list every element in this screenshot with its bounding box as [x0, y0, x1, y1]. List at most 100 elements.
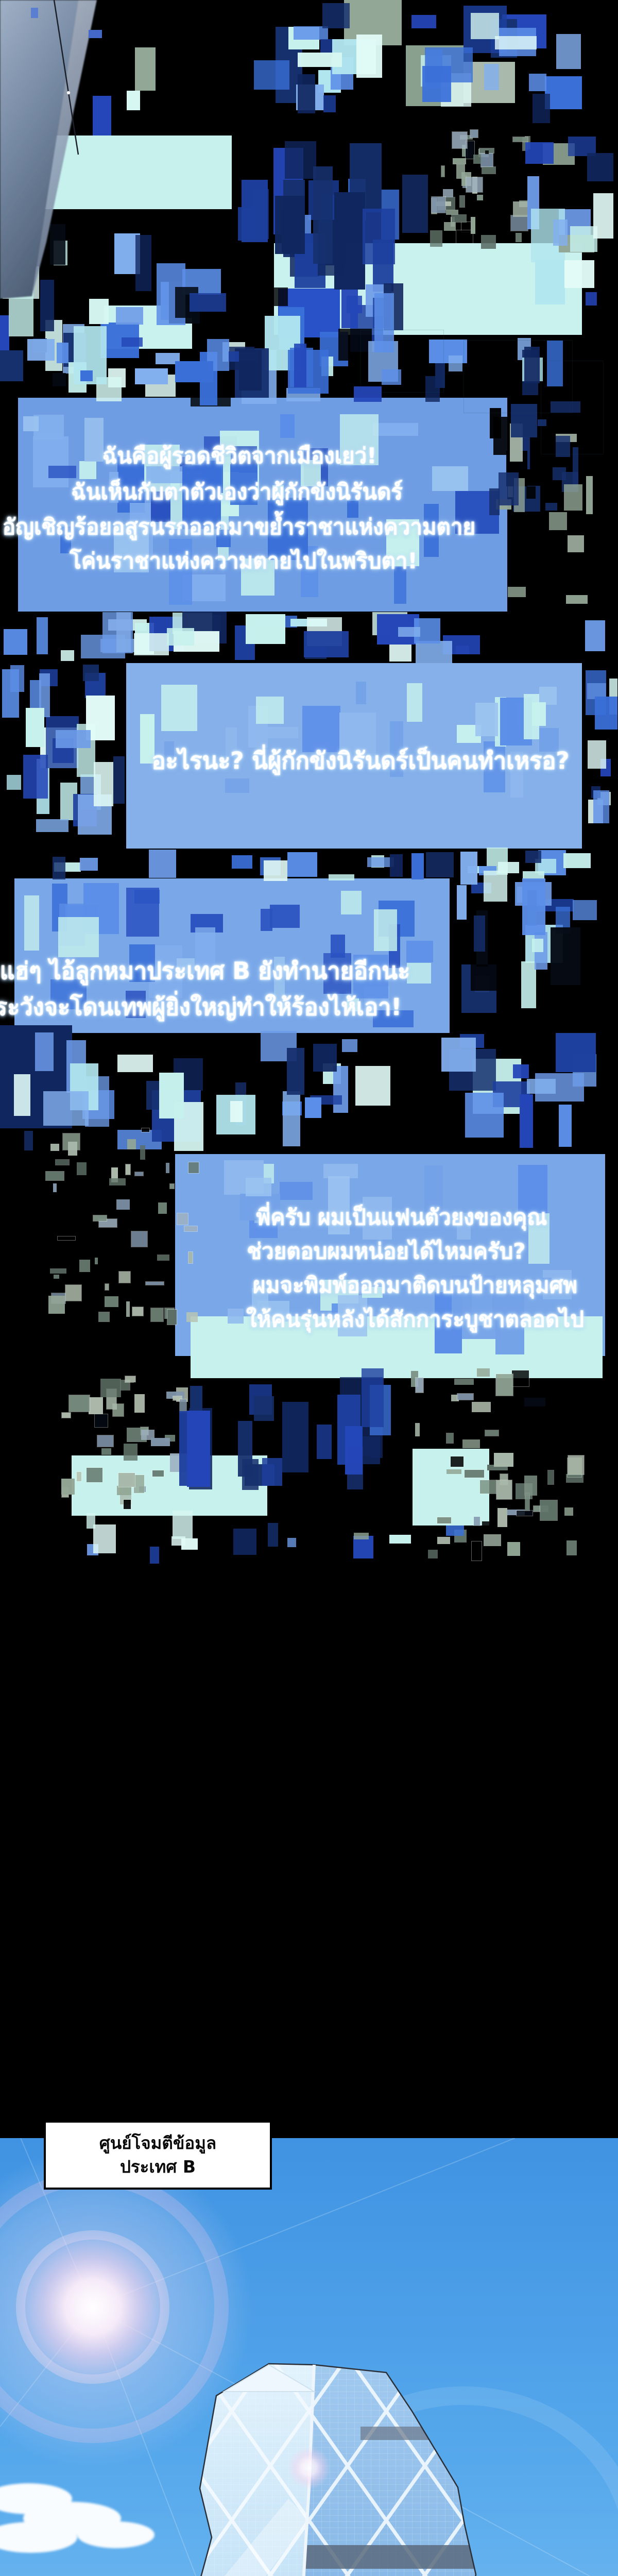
glitch-block [339, 713, 376, 764]
glitch-block [301, 460, 321, 486]
dialogue-line: ระวังจะโดนเทพผู้ยิ่งใหญ่ทำให้ร้องไห้เอา! [0, 993, 402, 1021]
glitch-block [540, 1500, 558, 1521]
glitch-block [484, 871, 507, 902]
corner-mullion [302, 2364, 316, 2576]
glitch-block [254, 1396, 274, 1421]
glitch-block [566, 1540, 577, 1555]
glitch-block [477, 1368, 490, 1377]
glitch-block [334, 192, 365, 290]
glitch-block [389, 1535, 411, 1544]
glitch-block [406, 941, 433, 962]
glitch-block [68, 1395, 90, 1412]
glitch-block [485, 1430, 499, 1436]
glitch-block [333, 1066, 348, 1113]
glitch-block [39, 673, 50, 717]
glitch-block [588, 740, 606, 769]
glitch-block [123, 1499, 131, 1510]
glitch-block [192, 227, 218, 265]
glitch-block [511, 1370, 529, 1387]
glitch-block [76, 1471, 82, 1482]
glitch-block [262, 1458, 282, 1486]
glitch-block [512, 137, 528, 142]
glitch-block [80, 370, 93, 381]
glitch-block [55, 1159, 70, 1165]
glitch-block [122, 337, 143, 347]
glitch-block [65, 1284, 82, 1301]
glitch-block [83, 665, 99, 681]
glitch-block [499, 472, 519, 505]
wedge-face-dark [0, 0, 78, 299]
glitch-block [386, 519, 419, 566]
glitch-block [317, 1425, 332, 1459]
glitch-block [356, 35, 382, 78]
glitch-block [228, 1309, 244, 1324]
glitch-block [373, 423, 418, 436]
dialogue-line: พี่ครับ ผมเป็นแฟนตัวยงของคุณ [256, 1205, 547, 1230]
glitch-block [285, 141, 316, 179]
glitch-block [496, 1480, 512, 1500]
glitch-block [105, 1296, 118, 1307]
glitch-block [101, 1448, 111, 1455]
glitch-block [473, 155, 481, 164]
glitch-block [48, 466, 76, 478]
glitch-block [362, 1287, 383, 1298]
glitch-block [522, 878, 545, 935]
glitch-block [522, 137, 528, 151]
glitch-block [61, 1479, 75, 1495]
glitch-block [272, 485, 284, 499]
glitch-block [134, 1394, 145, 1413]
glitch-block [521, 961, 536, 1008]
glitch-block [125, 1164, 131, 1175]
glitch-block [551, 401, 580, 413]
glitch-block [524, 694, 539, 739]
ghost-outline [360, 330, 444, 393]
glitch-block [264, 860, 287, 881]
glitch-block [587, 153, 613, 181]
skyscraper-scene [0, 2138, 618, 2576]
glitch-block [424, 1165, 443, 1212]
glitch-block [179, 1399, 187, 1413]
glitch-block [0, 350, 23, 381]
glitch-block [495, 1374, 513, 1396]
glitch-block [345, 1426, 363, 1475]
glitch-block [102, 612, 133, 653]
dialogue-line: อะไรนะ? นี่ผู้กักขังนิรันดร์เป็นคนทำเหรอ… [151, 747, 570, 774]
glitch-block [242, 180, 268, 242]
glitch-block [441, 1038, 476, 1072]
lens-flare [0, 2138, 618, 2576]
glitch-block [489, 488, 500, 515]
glitch-block [145, 1281, 164, 1285]
glitch-block [201, 461, 223, 493]
glitch-block [187, 1411, 210, 1487]
glitch-block [482, 1521, 492, 1532]
glitch-block [510, 752, 523, 798]
glitch-block [441, 165, 445, 177]
glitch-block [90, 1138, 108, 1142]
ghost-outline [541, 361, 604, 454]
glitch-block [437, 1517, 452, 1524]
glitch-block [446, 210, 458, 215]
glitch-block [525, 1493, 530, 1511]
glitch-block [33, 436, 68, 487]
glitch-block [298, 53, 342, 67]
glitch-block [79, 1260, 90, 1272]
glitch-block [226, 727, 237, 757]
glitch-block [568, 535, 584, 552]
glitch-block [573, 900, 597, 920]
glitch-block [181, 1538, 198, 1550]
glitch-block [431, 196, 446, 213]
glitch-block [477, 195, 483, 200]
glitch-block [134, 1172, 144, 1176]
glitch-block [280, 414, 295, 438]
glitch-block [94, 762, 113, 806]
glitch-block [482, 166, 496, 174]
glitch-block [126, 991, 146, 1018]
glitch-block [141, 1430, 154, 1440]
glitch-block [61, 1412, 71, 1418]
glitch-block [58, 917, 99, 957]
glitch-block [84, 418, 104, 462]
glitch-block [354, 386, 382, 402]
glitch-block [124, 1444, 138, 1461]
glitch-block [126, 1301, 130, 1317]
glitch-block [556, 436, 570, 457]
